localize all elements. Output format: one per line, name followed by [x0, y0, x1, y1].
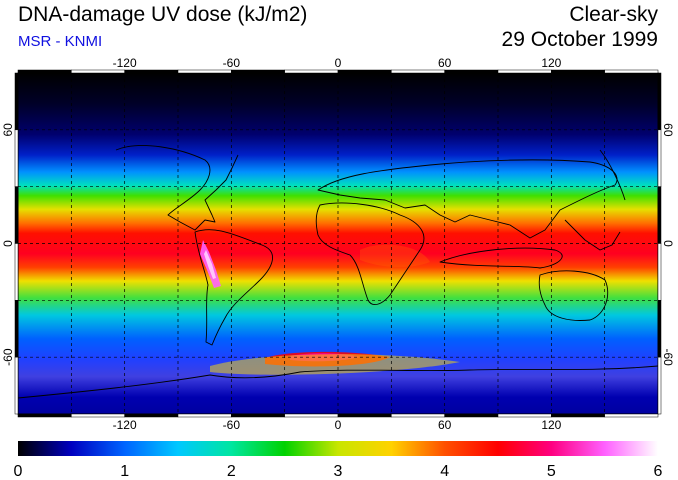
lat-tick-label-left: 0	[1, 240, 15, 247]
credit-label: MSR - KNMI	[18, 33, 103, 50]
frame-bar	[14, 243, 19, 301]
frame-bar	[657, 129, 662, 187]
coastline	[538, 270, 609, 321]
lon-tick-label-top: -60	[223, 56, 241, 70]
frame-bar	[14, 72, 19, 131]
coastline	[194, 229, 273, 346]
uv-dose-field	[18, 73, 658, 414]
frame-bar	[657, 243, 662, 301]
lon-tick-label-bottom: 120	[541, 418, 561, 432]
frame-bar	[14, 129, 19, 187]
frame-bar	[657, 72, 662, 131]
frame-bar	[231, 69, 285, 74]
colorbar-tick-label: 0	[14, 463, 23, 480]
frame-bar	[391, 69, 445, 74]
date-label: 29 October 1999	[501, 28, 658, 51]
frame-bar	[657, 356, 662, 415]
lon-tick-label-bottom: 60	[438, 418, 452, 432]
colorbar-tick-label: 1	[120, 463, 129, 480]
frame-bar	[71, 413, 125, 418]
frame-bar	[231, 413, 285, 418]
sky-condition-label: Clear-sky	[569, 3, 658, 26]
lat-tick-label-right: 60	[661, 123, 675, 137]
frame-bar	[551, 413, 605, 418]
frame-bar	[391, 413, 445, 418]
lon-tick-label-bottom: 0	[335, 418, 342, 432]
frame-bar	[124, 413, 179, 418]
frame-bar	[657, 186, 662, 244]
frame-bar	[497, 69, 552, 74]
uv-hotspot	[210, 354, 460, 375]
frame-bar	[14, 356, 19, 415]
frame-bar	[497, 413, 552, 418]
lon-tick-label-bottom: -60	[223, 418, 241, 432]
frame-bar	[71, 69, 125, 74]
frame-bar	[14, 186, 19, 244]
frame-bar	[17, 413, 72, 418]
frame-bar	[17, 69, 72, 74]
frame-bar	[604, 69, 659, 74]
coastline	[564, 149, 626, 251]
frame-bar	[657, 300, 662, 358]
lon-tick-label-bottom: -120	[113, 418, 137, 432]
frame-bar	[14, 300, 19, 358]
coastline	[317, 159, 618, 239]
frame-bar	[337, 69, 392, 74]
chart-title: DNA-damage UV dose (kJ/m2)	[18, 3, 308, 26]
frame-bar	[284, 69, 339, 74]
frame-bar	[177, 413, 232, 418]
lat-tick-label-left: -60	[1, 348, 15, 366]
frame-bar	[177, 69, 232, 74]
uv-hotspot	[204, 250, 216, 279]
coastline	[439, 247, 563, 269]
colorbar-tick-label: 6	[654, 463, 663, 480]
lon-tick-label-top: -120	[113, 56, 137, 70]
frame-bar	[124, 69, 179, 74]
coastline	[315, 202, 425, 306]
lat-tick-label-right: 0	[661, 240, 675, 247]
colorbar	[18, 441, 658, 456]
lon-tick-label-top: 120	[541, 56, 561, 70]
colorbar-tick-label: 3	[334, 463, 343, 480]
frame-bar	[284, 413, 339, 418]
coastline	[115, 145, 239, 231]
frame-bar	[337, 413, 392, 418]
colorbar-tick-label: 5	[547, 463, 556, 480]
lat-tick-label-left: 60	[1, 123, 15, 137]
frame-bar	[444, 69, 499, 74]
frame-bar	[444, 413, 499, 418]
coastline	[18, 365, 658, 399]
frame-bar	[551, 69, 605, 74]
colorbar-tick-label: 2	[227, 463, 236, 480]
colorbar-tick-label: 4	[440, 463, 449, 480]
frame-bar	[604, 413, 659, 418]
lon-tick-label-top: 0	[335, 56, 342, 70]
lat-tick-label-right: -60	[661, 348, 675, 366]
lon-tick-label-top: 60	[438, 56, 452, 70]
